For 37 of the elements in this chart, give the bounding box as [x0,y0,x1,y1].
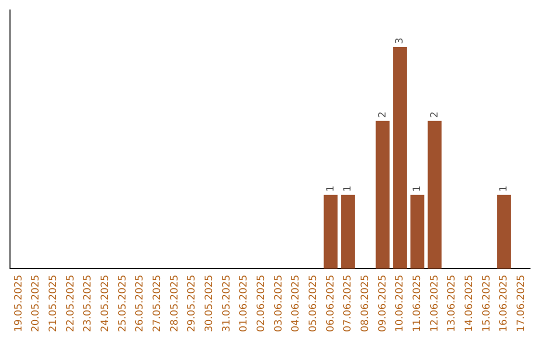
x-tick-label: 17.06.2025 [516,274,527,332]
x-tick-label: 08.06.2025 [360,274,371,332]
x-tick-label: 22.05.2025 [65,274,76,332]
x-tick-label: 04.06.2025 [290,274,302,332]
x-tick-label: 09.06.2025 [377,274,388,332]
x-tick-label: 19.05.2025 [13,274,24,332]
x-tick-label: 26.05.2025 [134,274,146,332]
x-tick-label: 03.06.2025 [273,274,284,332]
x-tick-label: 16.06.2025 [498,274,510,332]
x-tick-label: 01.06.2025 [238,274,250,332]
x-tick-label: 10.06.2025 [394,274,406,332]
data-label: 1 [325,185,336,192]
x-tick-label: 23.05.2025 [82,274,94,332]
data-label: 1 [342,185,354,192]
x-tick-label: 05.06.2025 [308,274,319,332]
x-tick-label: 07.06.2025 [342,274,354,332]
x-tick-label: 14.06.2025 [464,274,475,332]
data-label: 1 [498,185,510,192]
x-tick-label: 28.05.2025 [169,274,180,332]
x-tick-label: 31.05.2025 [221,274,232,332]
x-tick-label: 02.06.2025 [256,274,267,332]
x-tick-label: 20.05.2025 [30,274,42,332]
data-label: 2 [377,112,388,118]
data-label: 1 [412,185,423,192]
x-tick-label: 12.06.2025 [429,274,440,332]
x-tick-label: 25.05.2025 [117,274,128,332]
x-tick-label: 30.05.2025 [204,274,215,332]
x-tick-label: 11.06.2025 [412,274,423,332]
x-tick-label: 29.05.2025 [186,274,198,332]
x-tick-label: 24.05.2025 [100,274,111,332]
data-label: 2 [429,112,440,118]
x-tick-label: 27.05.2025 [152,274,163,332]
data-label: 3 [394,38,406,44]
x-tick-label: 06.06.2025 [325,274,336,332]
x-tick-label: 21.05.2025 [48,274,59,332]
x-tick-label: 13.06.2025 [446,274,458,332]
x-tick-label: 15.06.2025 [481,274,492,332]
